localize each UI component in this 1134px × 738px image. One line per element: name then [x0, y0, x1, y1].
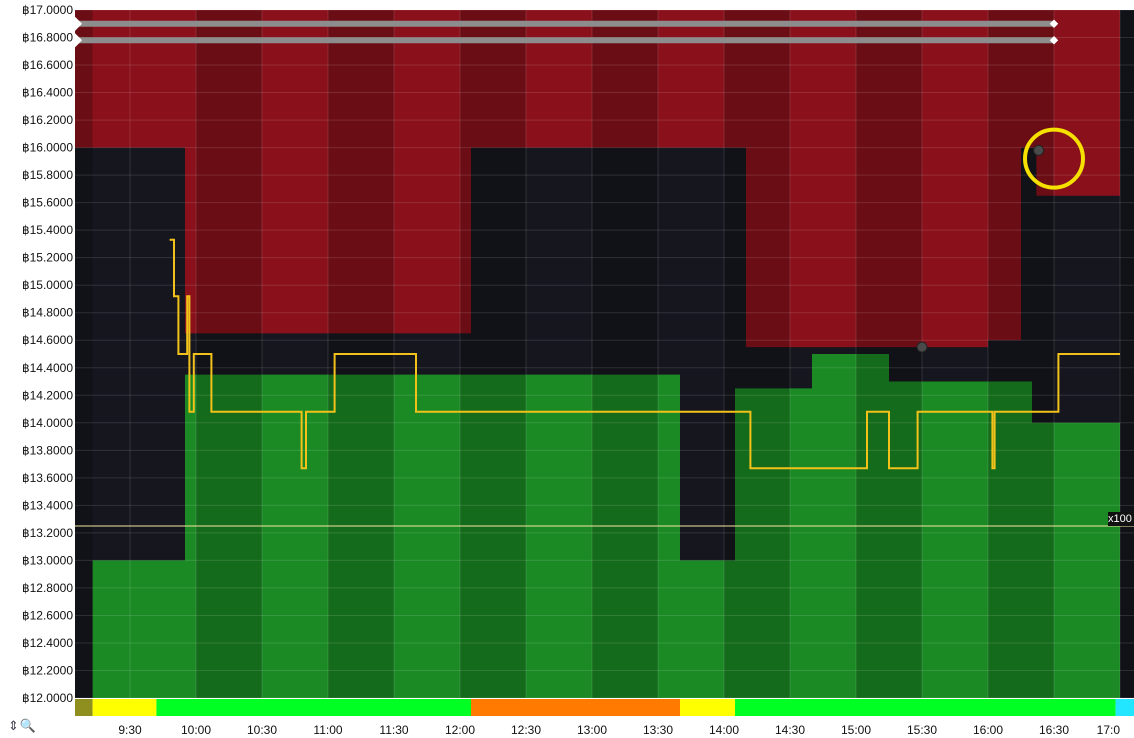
y-tick-label: ฿16.2000 [22, 113, 73, 127]
y-tick-label: ฿13.6000 [22, 471, 73, 485]
x-tick-label: 15:30 [907, 723, 937, 737]
session-bar-segment [471, 699, 680, 716]
y-tick-label: ฿13.2000 [22, 526, 73, 540]
y-tick-label: ฿13.8000 [22, 443, 73, 457]
x-tick-label: 10:00 [181, 723, 211, 737]
x-tick-label: 13:00 [577, 723, 607, 737]
time-shade-band [460, 10, 526, 698]
y-tick-label: ฿12.2000 [22, 663, 73, 677]
y-tick-label: ฿12.0000 [22, 691, 73, 705]
y-tick-label: ฿14.6000 [22, 333, 73, 347]
session-bar-segment [1115, 699, 1134, 716]
y-tick-label: ฿17.0000 [22, 3, 73, 17]
zoom-control[interactable]: ⇕ 🔍 [8, 718, 42, 736]
x-tick-label: 16:30 [1039, 723, 1069, 737]
reference-line-label: x100 [1108, 512, 1134, 526]
session-bar-segment [735, 699, 1116, 716]
y-tick-label: ฿12.6000 [22, 608, 73, 622]
y-tick-label: ฿15.6000 [22, 196, 73, 210]
y-tick-label: ฿16.6000 [22, 58, 73, 72]
time-shade-band [856, 10, 922, 698]
x-tick-label: 13:30 [643, 723, 673, 737]
session-bar-segment [156, 699, 471, 716]
price-line [169, 238, 1120, 470]
x-tick-label: 10:30 [247, 723, 277, 737]
y-tick-label: ฿13.4000 [22, 498, 73, 512]
y-tick-label: ฿12.8000 [22, 581, 73, 595]
time-shade-band [75, 10, 93, 698]
marker-dot [916, 341, 928, 353]
x-tick-label: 14:30 [775, 723, 805, 737]
session-bar-segment [75, 699, 93, 716]
y-tick-label: ฿15.2000 [22, 251, 73, 265]
y-tick-label: ฿13.0000 [22, 553, 73, 567]
time-shade-band [988, 10, 1054, 698]
x-tick-label: 14:00 [709, 723, 739, 737]
time-shade-band [724, 10, 790, 698]
x-tick-label: 11:30 [379, 723, 408, 737]
y-tick-label: ฿14.8000 [22, 306, 73, 320]
time-shade-band [592, 10, 658, 698]
y-tick-label: ฿14.2000 [22, 388, 73, 402]
y-tick-label: ฿15.4000 [22, 223, 73, 237]
zoom-magnifier-icon[interactable]: 🔍 [19, 719, 37, 734]
highlight-circle [1023, 127, 1085, 190]
y-tick-label: ฿16.4000 [22, 86, 73, 100]
x-tick-label: 11:00 [313, 723, 342, 737]
y-tick-label: ฿16.0000 [22, 141, 73, 155]
marker-dot [1033, 144, 1045, 156]
x-tick-label: 12:30 [511, 723, 541, 737]
x-tick-label: 16:00 [973, 723, 1003, 737]
time-shade-band [1120, 10, 1134, 698]
y-tick-label: ฿14.0000 [22, 416, 73, 430]
y-tick-label: ฿16.8000 [22, 31, 73, 45]
session-bar-segment [92, 699, 157, 716]
x-tick-label: 9:30 [118, 723, 142, 737]
y-tick-label: ฿15.8000 [22, 168, 73, 182]
y-tick-label: ฿12.4000 [22, 636, 73, 650]
x-tick-label: 12:00 [445, 723, 475, 737]
upper-band-area [75, 10, 1120, 348]
session-bar-segment [680, 699, 735, 716]
zoom-arrows-icon[interactable]: ⇕ [8, 719, 19, 734]
y-tick-label: ฿14.4000 [22, 361, 73, 375]
y-tick-label: ฿15.0000 [22, 278, 73, 292]
x-tick-label: 17:0 [1097, 723, 1121, 737]
x-tick-label: 15:00 [841, 723, 871, 737]
